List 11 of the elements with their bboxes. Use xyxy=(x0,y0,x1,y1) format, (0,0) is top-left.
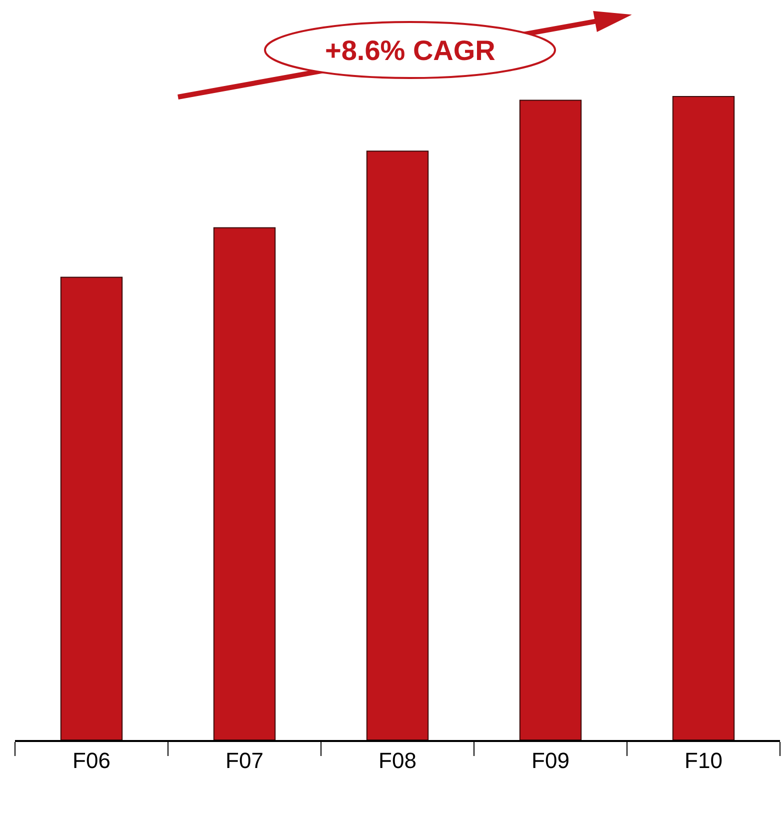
x-tick-label: F07 xyxy=(226,748,264,774)
bar xyxy=(60,276,123,740)
x-tick-label: F09 xyxy=(532,748,570,774)
x-tick-label: F06 xyxy=(72,748,110,774)
bar xyxy=(519,100,582,740)
x-tick-label: F08 xyxy=(378,748,416,774)
bar xyxy=(366,150,429,740)
x-tick-label: F10 xyxy=(684,748,722,774)
bar xyxy=(672,96,735,740)
text: +8.6% CAGR xyxy=(325,35,496,66)
bar xyxy=(213,227,276,740)
